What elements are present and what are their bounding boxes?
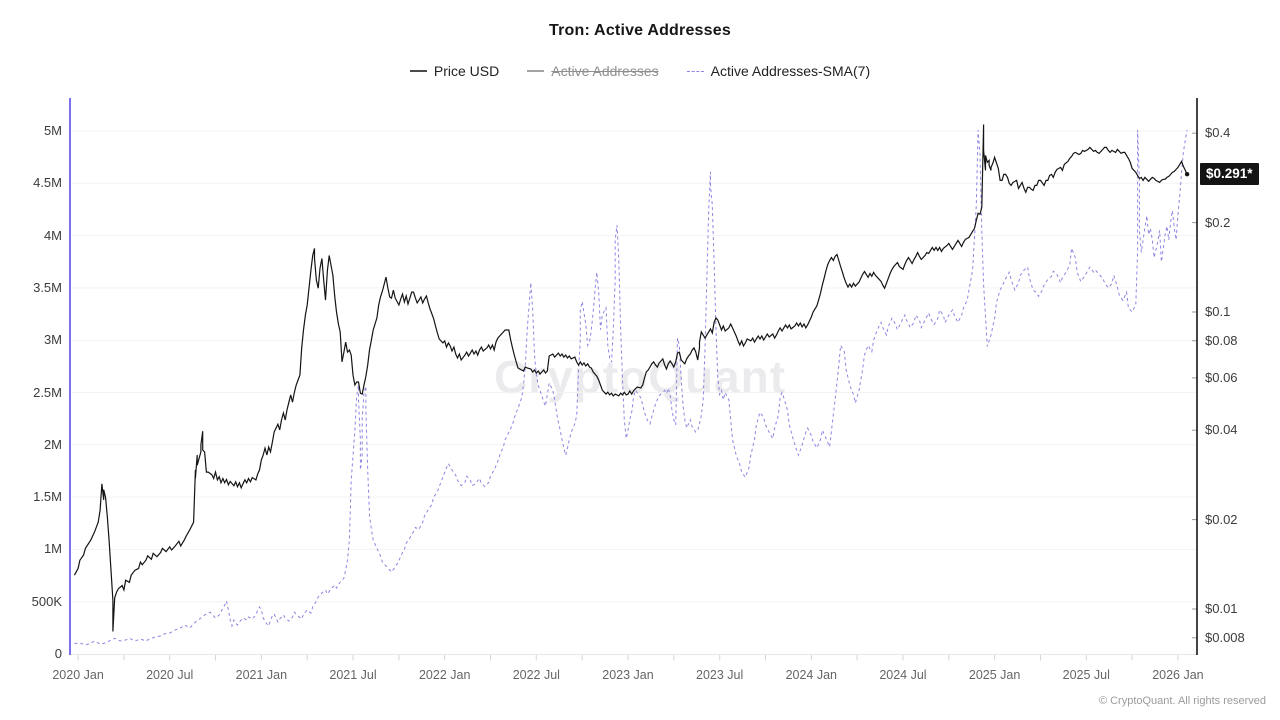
y-axis-label-right: $0.1 [1205,304,1231,319]
y-axis-label-right: $0.008 [1205,629,1245,645]
last-price-badge: $0.291* [1200,163,1259,186]
x-axis-label: 2025 Jul [1062,668,1110,682]
x-axis-label: 2023 Jan [602,668,654,682]
y-axis-label-left: 0 [54,646,62,661]
y-axis-label-left: 1M [43,541,62,557]
x-axis-label: 2021 Jul [329,668,377,682]
x-axis-label: 2020 Jul [146,668,194,682]
y-axis-label-right: $0.01 [1205,601,1238,616]
y-axis-label-left: 3M [43,332,62,348]
y-axis-label-left: 3.5M [33,279,62,295]
y-axis-label-left: 2.5M [33,384,62,400]
page-title: Tron: Active Addresses [549,22,731,39]
x-axis-label: 2022 Jul [512,668,560,682]
legend-item-active-addresses-sma[interactable]: Active Addresses-SMA(7) [686,63,871,79]
legend-label-disabled: Active Addresses [551,63,659,79]
y-axis-label-left: 4M [43,227,62,243]
y-axis-label-left: 5M [43,123,62,138]
y-axis-label-left: 2M [43,436,62,452]
legend-item-price-usd[interactable]: Price USD [409,63,500,79]
legend-item-active-addresses[interactable]: Active Addresses [527,63,659,79]
copyright-notice: © CryptoQuant. All rights reserved [1098,695,1266,707]
x-axis-label: 2025 Jan [968,668,1021,682]
x-axis-label: 2026 Jan [1152,668,1204,682]
y-axis-label-left: 4.5M [33,175,62,191]
x-axis-label: 2021 Jan [235,668,288,682]
y-axis-label-right: $0.04 [1205,422,1238,438]
x-axis-label: 2024 Jul [879,668,927,682]
legend: Price USD Active Addresses Active Addres… [0,63,1280,79]
legend-label: Active Addresses-SMA(7) [710,63,871,79]
x-axis-label: 2020 Jan [52,668,104,682]
legend-label: Price USD [433,63,500,79]
x-axis-label: 2023 Jul [696,668,744,682]
series-sma-line[interactable] [74,129,1188,646]
x-axis-label: 2022 Jan [418,668,471,682]
active-addresses-swatch-icon [527,70,545,72]
sma-line-swatch-icon [686,70,704,72]
price-line-swatch-icon [409,70,427,72]
y-axis-label-right: $0.02 [1205,511,1238,527]
y-axis-label-right: $0.2 [1205,214,1231,230]
y-axis-label-left: 500K [31,593,62,609]
x-axis-label: 2024 Jan [785,668,838,682]
last-point-dot [1184,172,1190,177]
y-axis-label-right: $0.4 [1205,125,1231,141]
series-price-line[interactable] [73,124,1188,632]
y-axis-label-left: 1.5M [33,489,62,505]
y-axis-label-right: $0.08 [1205,332,1238,348]
y-axis-label-right: $0.06 [1205,369,1238,385]
